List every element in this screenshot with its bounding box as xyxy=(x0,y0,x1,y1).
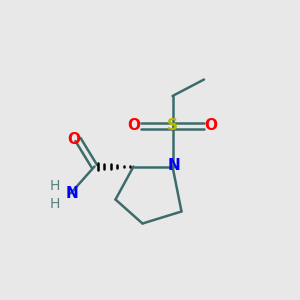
Text: N: N xyxy=(66,186,78,201)
Text: O: O xyxy=(204,118,217,134)
Text: O: O xyxy=(67,132,80,147)
Text: H: H xyxy=(50,197,60,211)
Text: O: O xyxy=(127,118,140,134)
Text: S: S xyxy=(167,118,178,134)
Text: H: H xyxy=(50,179,60,193)
Text: N: N xyxy=(168,158,180,172)
